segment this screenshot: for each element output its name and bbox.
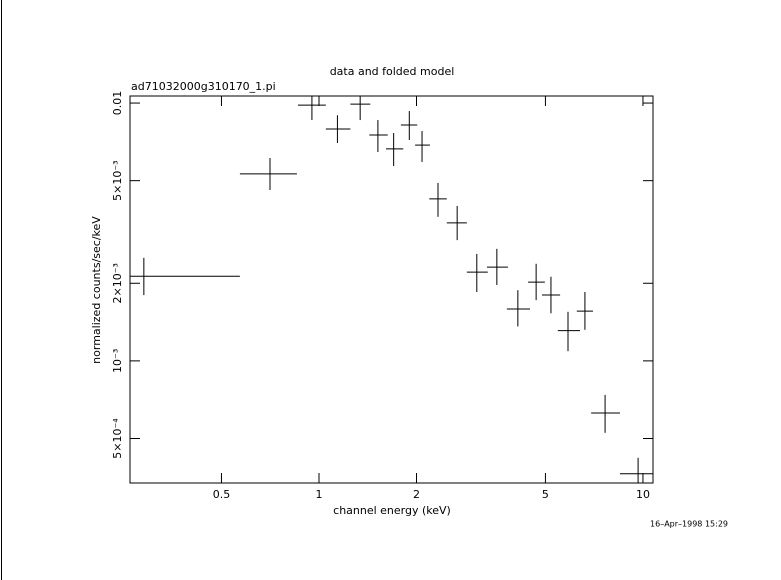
y-tick-label: 5×10⁻³ — [111, 160, 124, 200]
x-axis-label: channel energy (keV) — [333, 504, 451, 517]
file-label: ad71032000g310170_1.pi — [131, 80, 276, 93]
y-tick-label: 10⁻³ — [111, 349, 124, 373]
x-tick-label: 5 — [542, 488, 549, 501]
y-tick-label: 5×10⁻⁴ — [111, 418, 124, 459]
y-tick-label: 2×10⁻³ — [111, 263, 124, 303]
data-layer — [130, 96, 653, 483]
plot-frame — [129, 95, 654, 484]
x-tick-label: 0.5 — [213, 488, 231, 501]
y-axis-label: normalized counts/sec/keV — [90, 216, 103, 364]
x-tick-label: 1 — [315, 488, 322, 501]
x-tick-label: 10 — [636, 488, 650, 501]
timestamp: 16–Apr–1998 15:29 — [650, 520, 728, 529]
x-tick-label: 2 — [413, 488, 420, 501]
chart-title: data and folded model — [330, 65, 455, 78]
y-tick-label: 0.01 — [111, 91, 124, 116]
